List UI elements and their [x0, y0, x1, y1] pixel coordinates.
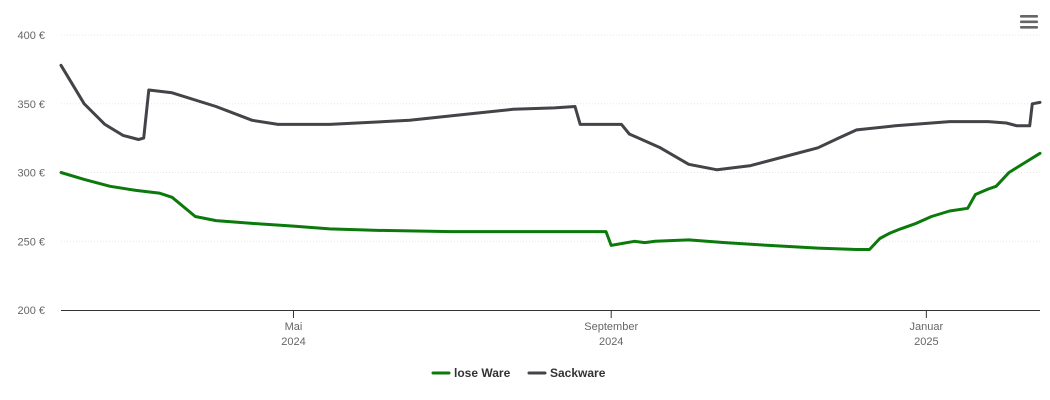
x-tick-label-year: 2025 [914, 336, 938, 348]
y-tick-label: 200 € [17, 305, 45, 317]
x-tick-label: Januar [910, 321, 944, 333]
legend: lose Ware Sackware [431, 366, 606, 380]
x-tick-label: Mai [285, 321, 303, 333]
legend-label: Sackware [550, 366, 606, 380]
x-tick-label: September [584, 321, 638, 333]
hamburger-menu-icon[interactable] [1018, 12, 1040, 32]
grid [61, 34, 1040, 242]
legend-label: lose Ware [454, 366, 511, 380]
series-lines [59, 63, 1042, 251]
y-axis: 400 € 350 € 300 € 250 € 200 € [17, 30, 45, 317]
y-tick-label: 400 € [17, 30, 45, 42]
x-axis: Mai 2024 September 2024 Januar 2025 [61, 310, 1040, 348]
x-tick-label-year: 2024 [599, 336, 623, 348]
y-tick-label: 250 € [17, 236, 45, 248]
legend-item[interactable]: Sackware [527, 366, 606, 380]
legend-item[interactable]: lose Ware [431, 366, 511, 380]
series-line-lose-ware[interactable] [59, 151, 1042, 251]
x-tick-label-year: 2024 [281, 336, 305, 348]
series-line-sackware[interactable] [59, 63, 1042, 172]
y-tick-label: 300 € [17, 168, 45, 180]
y-tick-label: 350 € [17, 99, 45, 111]
